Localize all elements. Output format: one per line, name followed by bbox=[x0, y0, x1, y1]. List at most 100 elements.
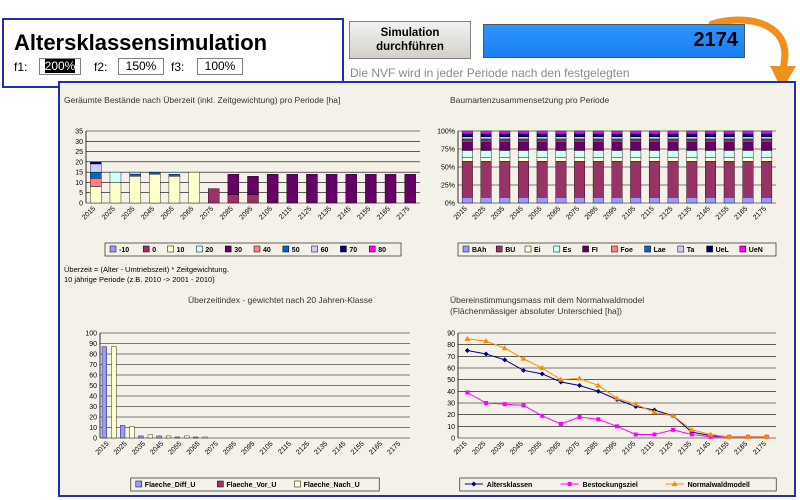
factor-f3-label: f3: bbox=[171, 60, 185, 74]
simulate-button-line2: durchführen bbox=[376, 41, 444, 53]
bar-0 bbox=[90, 178, 102, 187]
factor-f1-label: f1: bbox=[14, 60, 28, 74]
bar-1 bbox=[592, 150, 604, 158]
x-tick-label-2: 2125 bbox=[295, 440, 311, 456]
bar-1 bbox=[705, 157, 716, 162]
bar-0 bbox=[168, 176, 181, 204]
legend-entry-0: 60 bbox=[321, 247, 329, 254]
bar-1 bbox=[611, 157, 623, 162]
bar-0 bbox=[365, 173, 377, 204]
bar-1 bbox=[742, 140, 754, 143]
bar-1 bbox=[574, 136, 586, 140]
x-tick-label-2: 2155 bbox=[350, 440, 366, 456]
title-panel: Altersklassensimulation f1: 200% f2: 150… bbox=[2, 18, 344, 88]
bar-1 bbox=[518, 161, 529, 198]
bar-0 bbox=[129, 176, 141, 204]
bar-1 bbox=[742, 138, 754, 141]
bar-1 bbox=[630, 161, 642, 198]
x-tick-label-2: 2065 bbox=[186, 440, 202, 456]
bar-1 bbox=[630, 157, 642, 162]
bar-1 bbox=[686, 150, 698, 158]
point-3 bbox=[744, 433, 751, 439]
point-3 bbox=[557, 376, 564, 382]
bar-1 bbox=[611, 138, 623, 141]
x-tick-label-0: 2055 bbox=[160, 205, 176, 221]
bar-1 bbox=[742, 150, 754, 158]
bar-1 bbox=[611, 150, 623, 158]
bar-0 bbox=[90, 186, 102, 204]
bar-1 bbox=[555, 140, 567, 143]
chart-title-1: Baumartenzusammensetzung pro Periode bbox=[450, 95, 609, 105]
bar-1 bbox=[499, 138, 511, 141]
x-tick-label-0: 2135 bbox=[317, 205, 333, 221]
bar-2 bbox=[174, 436, 180, 439]
bar-1 bbox=[574, 138, 586, 141]
bar-1 bbox=[667, 197, 679, 204]
bar-1 bbox=[723, 138, 735, 141]
legend-swatch-1 bbox=[611, 245, 618, 253]
bar-1 bbox=[630, 197, 642, 204]
bar-1 bbox=[461, 133, 473, 137]
y-tick-label-3: 90 bbox=[447, 331, 455, 338]
bar-2 bbox=[165, 435, 172, 439]
y-tick-label-2: 70 bbox=[89, 362, 97, 369]
point-3 bbox=[540, 413, 545, 418]
point-3 bbox=[567, 482, 572, 486]
bar-1 bbox=[742, 133, 754, 137]
factor-f2-input[interactable]: 150% bbox=[118, 58, 164, 75]
legend-entry-3: Normalwaldmodell bbox=[688, 482, 750, 489]
factor-f1-input[interactable]: 200% bbox=[39, 58, 81, 75]
x-tick-label-1: 2085 bbox=[584, 205, 600, 221]
legend-swatch-0 bbox=[340, 245, 347, 253]
bar-1 bbox=[648, 161, 660, 198]
x-tick-label-1: 2035 bbox=[490, 205, 506, 221]
bar-1 bbox=[480, 130, 492, 135]
legend-swatch-0 bbox=[167, 245, 174, 253]
legend-swatch-1 bbox=[677, 245, 685, 253]
point-3 bbox=[651, 409, 658, 415]
bar-1 bbox=[761, 140, 773, 143]
bar-1 bbox=[648, 136, 660, 140]
legend-entry-0: 10 bbox=[177, 247, 185, 254]
bar-1 bbox=[705, 197, 716, 204]
legend-swatch-0 bbox=[368, 245, 376, 253]
bar-1 bbox=[592, 141, 604, 151]
legend-entry-3: Altersklassen bbox=[487, 482, 533, 489]
bar-1 bbox=[648, 130, 660, 135]
y-tick-label-3: 60 bbox=[447, 366, 455, 373]
x-tick-label-1: 2175 bbox=[752, 205, 768, 221]
bar-1 bbox=[574, 133, 586, 137]
bar-1 bbox=[555, 133, 567, 137]
y-tick-label-2: 80 bbox=[89, 352, 97, 359]
bar-1 bbox=[592, 161, 604, 198]
bar-1 bbox=[723, 141, 735, 151]
legend-swatch-1 bbox=[739, 245, 747, 253]
bar-1 bbox=[536, 157, 548, 162]
bar-1 bbox=[723, 150, 735, 158]
point-3 bbox=[576, 375, 583, 381]
y-tick-label-2: 40 bbox=[89, 394, 97, 401]
simulate-button[interactable]: Simulation durchführen bbox=[349, 21, 471, 59]
bar-1 bbox=[480, 138, 492, 141]
bar-1 bbox=[499, 141, 511, 151]
bar-1 bbox=[723, 197, 735, 204]
x-tick-label-0: 2085 bbox=[219, 205, 235, 221]
bar-1 bbox=[648, 141, 660, 151]
y-tick-label-0: 35 bbox=[75, 129, 83, 136]
y-tick-label-0: 25 bbox=[75, 149, 83, 156]
legend-swatch-2 bbox=[294, 480, 301, 488]
factor-f3-input[interactable]: 100% bbox=[197, 58, 243, 75]
bar-1 bbox=[461, 136, 473, 140]
bar-1 bbox=[518, 141, 529, 151]
bar-1 bbox=[480, 157, 492, 162]
legend-swatch-0 bbox=[311, 245, 318, 253]
x-tick-label-0: 2015 bbox=[81, 205, 97, 221]
point-3 bbox=[595, 388, 601, 394]
bar-1 bbox=[686, 140, 698, 143]
legend-entry-3: Bestockungsziel bbox=[583, 482, 638, 489]
y-tick-label-0: 5 bbox=[79, 190, 83, 197]
legend-entry-0: 20 bbox=[205, 247, 213, 254]
bar-1 bbox=[461, 157, 473, 162]
y-tick-label-2: 100 bbox=[85, 331, 97, 338]
legend-swatch-1 bbox=[582, 245, 589, 253]
